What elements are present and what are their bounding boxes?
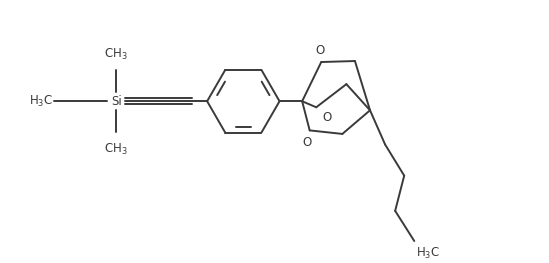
Text: CH$_3$: CH$_3$ <box>104 141 128 156</box>
Text: Si: Si <box>111 95 121 108</box>
Text: H$_3$C: H$_3$C <box>29 94 53 109</box>
Text: CH$_3$: CH$_3$ <box>104 47 128 62</box>
Text: O: O <box>322 111 332 124</box>
Text: O: O <box>316 44 325 57</box>
Text: H$_3$C: H$_3$C <box>416 246 440 261</box>
Text: O: O <box>302 136 312 149</box>
